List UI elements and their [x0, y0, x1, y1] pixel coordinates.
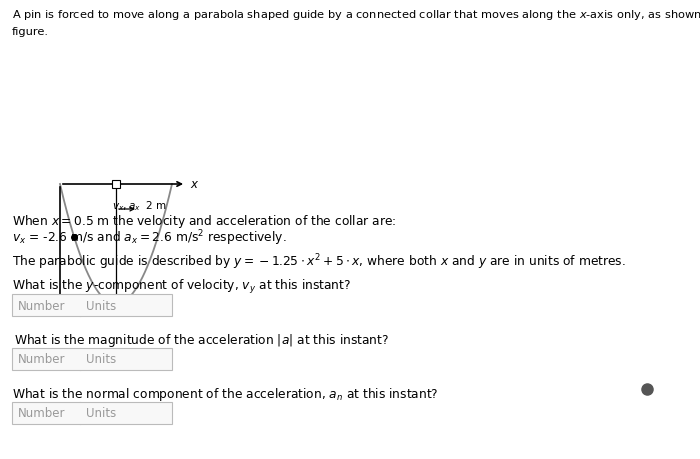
- Bar: [112, 180, 120, 189]
- Text: What is the normal component of the acceleration, $a_n$ at this instant?: What is the normal component of the acce…: [12, 385, 439, 402]
- Text: What is the $y$-component of velocity, $v_y$ at this instant?: What is the $y$-component of velocity, $…: [12, 277, 351, 295]
- Text: $v_x, a_x$  2 m: $v_x, a_x$ 2 m: [112, 199, 167, 213]
- Bar: [12, 294, 172, 316]
- Text: y: y: [57, 299, 64, 312]
- Text: The parabolic guide is described by $y = -1.25 \cdot x^2 + 5 \cdot x$, where bot: The parabolic guide is described by $y =…: [12, 252, 626, 271]
- Text: When $x = 0.5$ m the velocity and acceleration of the collar are:: When $x = 0.5$ m the velocity and accele…: [12, 213, 396, 230]
- Text: Number: Number: [18, 353, 66, 366]
- Bar: [12, 402, 172, 424]
- Text: What is the magnitude of the acceleration $|a|$ at this instant?: What is the magnitude of the acceleratio…: [14, 331, 389, 348]
- Text: A pin is forced to move along a parabola shaped guide by a connected collar that: A pin is forced to move along a parabola…: [12, 8, 700, 37]
- Text: Units: Units: [86, 407, 116, 420]
- Bar: [12, 348, 172, 370]
- Text: Units: Units: [86, 299, 116, 312]
- Text: $v_x$ = -2.6 m/s and $a_x = 2.6$ m/s$^2$ respectively.: $v_x$ = -2.6 m/s and $a_x = 2.6$ m/s$^2$…: [12, 228, 286, 247]
- Text: Units: Units: [86, 353, 116, 366]
- Text: Number: Number: [18, 407, 66, 420]
- Text: 5 m: 5 m: [32, 298, 54, 311]
- Text: x: x: [190, 178, 197, 191]
- Text: Number: Number: [18, 299, 66, 312]
